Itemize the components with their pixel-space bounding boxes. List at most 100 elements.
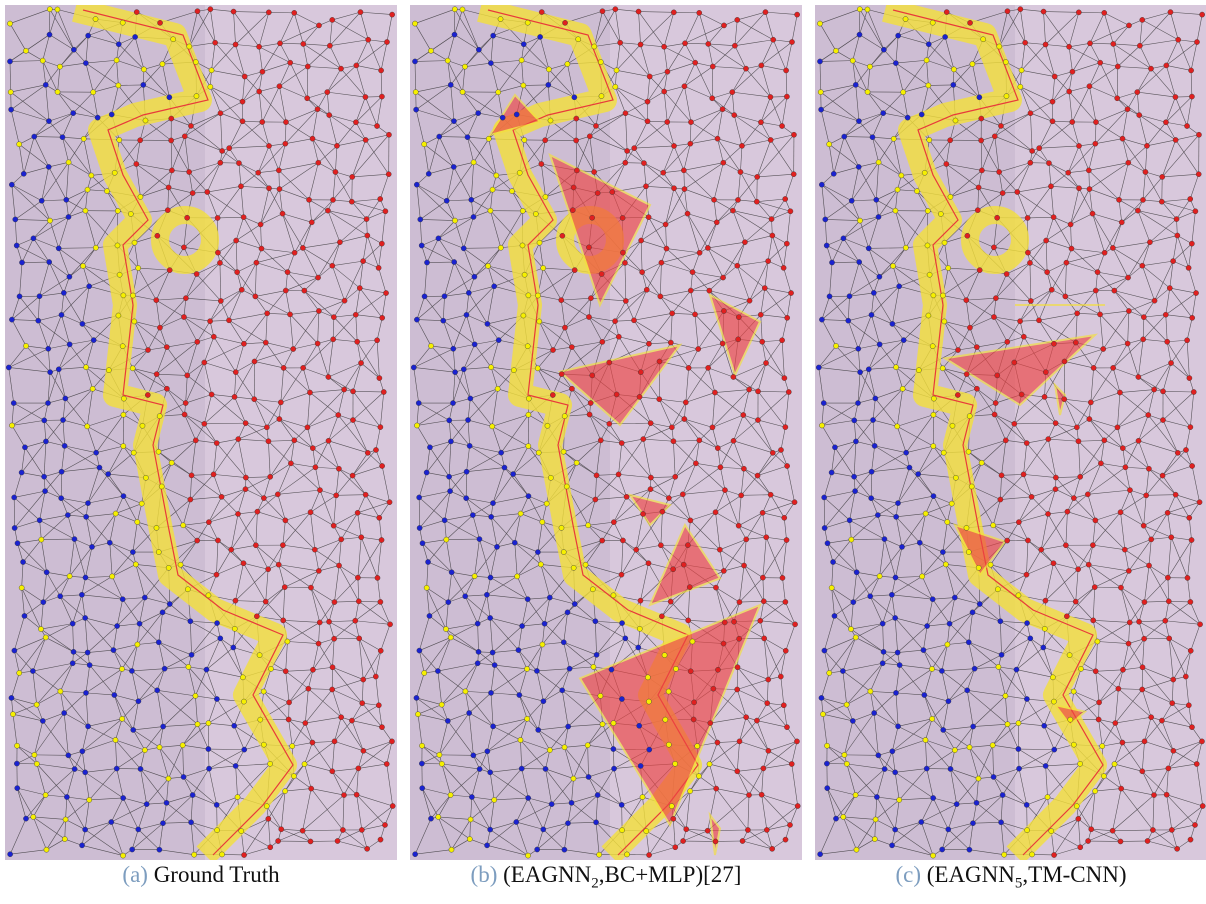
graph-node <box>464 469 469 474</box>
graph-node <box>182 134 187 139</box>
graph-node <box>593 123 598 128</box>
graph-node <box>788 290 793 295</box>
graph-node <box>233 598 238 603</box>
graph-node <box>113 737 118 742</box>
graph-node <box>93 245 98 250</box>
graph-node <box>60 135 65 140</box>
graph-node <box>356 599 361 604</box>
graph-node <box>206 766 211 771</box>
graph-node <box>526 396 531 401</box>
graph-node <box>266 186 271 191</box>
graph-node <box>419 761 424 766</box>
graph-node <box>525 344 530 349</box>
graph-node <box>467 710 472 715</box>
graph-node <box>350 473 355 478</box>
graph-node <box>316 160 321 165</box>
graph-node <box>190 190 195 195</box>
graph-node <box>315 107 320 112</box>
graph-node <box>232 394 237 399</box>
graph-node <box>598 438 603 443</box>
graph-node <box>365 233 370 238</box>
graph-node <box>350 389 355 394</box>
graph-node <box>383 209 388 214</box>
graph-node <box>462 64 467 69</box>
graph-node <box>754 718 759 723</box>
graph-node <box>597 852 602 857</box>
graph-node <box>485 321 490 326</box>
graph-node <box>342 298 347 303</box>
graph-node <box>263 340 268 345</box>
graph-node <box>636 645 641 650</box>
graph-node <box>181 245 186 250</box>
graph-node <box>451 119 456 124</box>
graph-node <box>355 510 360 515</box>
graph-node <box>781 265 786 270</box>
graph-node <box>34 761 39 766</box>
graph-node <box>500 115 505 120</box>
graph-node <box>156 549 161 554</box>
graph-node <box>317 488 322 493</box>
graph-node <box>227 146 232 151</box>
graph-node <box>353 120 358 125</box>
graph-node <box>461 367 466 372</box>
graph-node <box>264 425 269 430</box>
graph-node <box>662 653 667 658</box>
graph-node <box>154 298 159 303</box>
graph-node <box>188 123 193 128</box>
graph-node <box>740 838 745 843</box>
graph-node <box>715 446 720 451</box>
graph-node <box>208 84 213 89</box>
panel-caption: (a) Ground Truth <box>1 862 401 888</box>
graph-node <box>424 585 429 590</box>
graph-node <box>316 23 321 28</box>
graph-node <box>517 692 522 697</box>
graph-node <box>784 241 789 246</box>
graph-node <box>572 601 577 606</box>
graph-node <box>47 259 52 264</box>
graph-node <box>378 837 383 842</box>
graph-node <box>254 260 259 265</box>
graph-node <box>583 562 588 567</box>
graph-node <box>20 559 25 564</box>
graph-node <box>420 541 425 546</box>
graph-node <box>292 10 297 15</box>
graph-node <box>488 60 493 65</box>
graph-node <box>511 368 516 373</box>
graph-node <box>63 817 68 822</box>
graph-node <box>266 10 271 15</box>
graph-node <box>183 400 188 405</box>
graph-node <box>265 311 270 316</box>
graph-node <box>569 344 574 349</box>
graph-node <box>112 170 117 175</box>
graph-node <box>442 294 447 299</box>
graph-node <box>330 769 335 774</box>
graph-node <box>121 444 126 449</box>
graph-node <box>17 294 22 299</box>
graph-node <box>169 138 174 143</box>
graph-node <box>209 392 214 397</box>
graph-node <box>58 594 63 599</box>
graph-node <box>488 690 493 695</box>
graph-node <box>648 487 653 492</box>
graph-node <box>784 725 789 730</box>
graph-node <box>645 119 650 124</box>
graph-node <box>566 724 571 729</box>
graph-node <box>419 243 424 248</box>
graph-node <box>360 701 365 706</box>
graph-node <box>451 164 456 169</box>
graph-node <box>215 538 220 543</box>
graph-node <box>243 487 248 492</box>
graph-node <box>160 61 165 66</box>
graph-node <box>495 386 500 391</box>
graph-node <box>268 666 273 671</box>
graph-node <box>257 653 262 658</box>
graph-node <box>376 265 381 270</box>
graph-node <box>84 514 89 519</box>
graph-node <box>145 347 150 352</box>
graph-node <box>759 792 764 797</box>
graph-node <box>706 365 711 370</box>
graph-node <box>195 339 200 344</box>
graph-node <box>691 700 696 705</box>
graph-node <box>58 689 63 694</box>
graph-node <box>253 543 258 548</box>
